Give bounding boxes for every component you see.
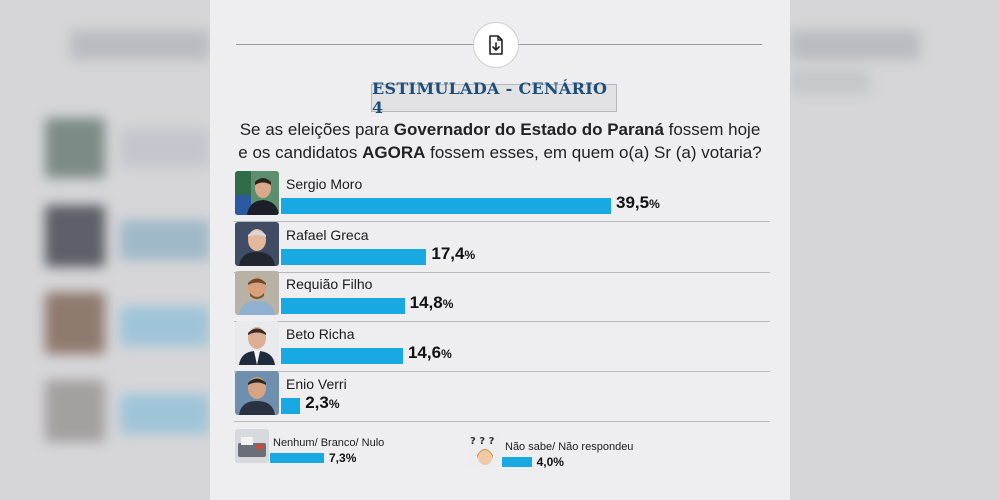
blurred-backdrop-left xyxy=(0,0,210,500)
other-label: Nenhum/ Branco/ Nulo xyxy=(273,437,385,449)
other-label: Não sabe/ Não respondeu xyxy=(505,441,634,453)
svg-text:? ? ?: ? ? ? xyxy=(470,436,495,447)
bar-nenhum-branco-nulo xyxy=(270,453,324,463)
file-download-icon xyxy=(489,35,503,55)
candidate-row: Enio Verri 2,3% xyxy=(234,371,770,422)
candidate-row: Rafael Greca 17,4% xyxy=(234,222,770,273)
candidate-row: Beto Richa 14,6% xyxy=(234,321,770,372)
scenario-title: ESTIMULADA - CENÁRIO 4 xyxy=(371,79,617,117)
question-marks-icon: ? ? ? xyxy=(467,433,501,467)
value-label: 17,4% xyxy=(431,244,476,263)
bar-nao-sabe xyxy=(502,457,532,467)
candidate-photo-sergio-moro xyxy=(235,171,279,215)
blank-vote-icon xyxy=(235,429,269,463)
bar-sergio-moro xyxy=(281,198,611,214)
bar-requiao-filho xyxy=(281,298,405,314)
candidate-row: Requião Filho 14,8% xyxy=(234,271,770,322)
candidate-name: Beto Richa xyxy=(286,326,355,342)
candidate-name: Sergio Moro xyxy=(286,176,363,192)
bar-rafael-greca xyxy=(281,249,427,265)
blurred-backdrop-right xyxy=(790,0,999,500)
candidate-photo-enio-verri xyxy=(235,371,279,415)
candidate-photo-beto-richa xyxy=(235,321,279,365)
question-text: Se as eleições para Governador do Estado… xyxy=(238,120,762,162)
value-label: 14,6% xyxy=(407,343,452,362)
value-label: 39,5% xyxy=(616,193,660,212)
value-label: 7,3% xyxy=(329,451,357,465)
candidate-photo-requiao-filho xyxy=(235,271,279,315)
value-label: 2,3% xyxy=(305,393,340,412)
bar-enio-verri xyxy=(281,398,301,414)
candidate-photo-rafael-greca xyxy=(235,222,279,266)
candidate-name: Rafael Greca xyxy=(286,227,369,243)
value-label: 4,0% xyxy=(536,455,564,469)
bar-beto-richa xyxy=(281,348,403,364)
value-label: 14,8% xyxy=(409,293,454,312)
download-button[interactable] xyxy=(473,22,519,68)
candidate-row: Sergio Moro 39,5% xyxy=(234,171,770,222)
poll-card: ESTIMULADA - CENÁRIO 4 Se as eleições pa… xyxy=(210,0,790,500)
candidate-name: Enio Verri xyxy=(286,376,347,392)
candidate-name: Requião Filho xyxy=(286,276,373,292)
